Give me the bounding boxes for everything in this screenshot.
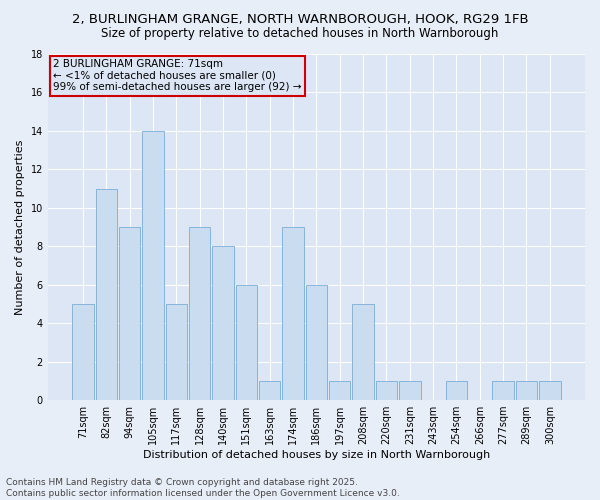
Bar [516, 381, 537, 400]
Bar [399, 381, 421, 400]
Bar [283, 227, 304, 400]
Bar [493, 381, 514, 400]
Bar [259, 381, 280, 400]
Bar [142, 131, 164, 400]
X-axis label: Distribution of detached houses by size in North Warnborough: Distribution of detached houses by size … [143, 450, 490, 460]
Bar [95, 188, 117, 400]
Bar [329, 381, 350, 400]
Bar [446, 381, 467, 400]
Text: 2 BURLINGHAM GRANGE: 71sqm
← <1% of detached houses are smaller (0)
99% of semi-: 2 BURLINGHAM GRANGE: 71sqm ← <1% of deta… [53, 59, 302, 92]
Bar [166, 304, 187, 400]
Text: Size of property relative to detached houses in North Warnborough: Size of property relative to detached ho… [101, 28, 499, 40]
Bar [189, 227, 211, 400]
Bar [305, 284, 327, 400]
Bar [236, 284, 257, 400]
Text: Contains HM Land Registry data © Crown copyright and database right 2025.
Contai: Contains HM Land Registry data © Crown c… [6, 478, 400, 498]
Text: 2, BURLINGHAM GRANGE, NORTH WARNBOROUGH, HOOK, RG29 1FB: 2, BURLINGHAM GRANGE, NORTH WARNBOROUGH,… [71, 12, 529, 26]
Bar [72, 304, 94, 400]
Bar [212, 246, 234, 400]
Bar [539, 381, 560, 400]
Bar [376, 381, 397, 400]
Bar [119, 227, 140, 400]
Y-axis label: Number of detached properties: Number of detached properties [15, 140, 25, 314]
Bar [352, 304, 374, 400]
